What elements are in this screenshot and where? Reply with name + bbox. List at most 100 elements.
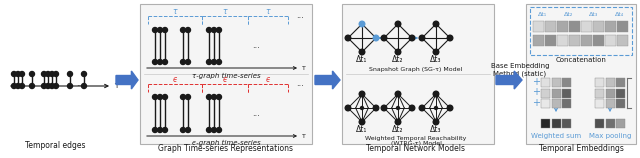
Bar — [545, 35, 556, 46]
Text: Temporal Network Models: Temporal Network Models — [367, 144, 465, 153]
Circle shape — [67, 72, 72, 76]
Bar — [605, 21, 616, 32]
Circle shape — [216, 128, 221, 133]
Bar — [616, 99, 625, 108]
Circle shape — [152, 27, 157, 33]
Bar — [581, 21, 592, 32]
Circle shape — [45, 72, 51, 76]
Text: Snapshot Graph (SG-τ) Model: Snapshot Graph (SG-τ) Model — [369, 67, 463, 73]
Circle shape — [19, 72, 24, 76]
Circle shape — [49, 83, 54, 88]
Bar — [617, 21, 628, 32]
Bar — [581, 35, 592, 46]
Text: Temporal edges: Temporal edges — [25, 141, 85, 150]
Circle shape — [396, 119, 401, 125]
Circle shape — [433, 119, 439, 125]
Bar — [552, 99, 561, 108]
Text: Δt₃: Δt₃ — [430, 125, 442, 134]
Text: Δt₂: Δt₂ — [392, 55, 404, 64]
Circle shape — [15, 72, 20, 76]
Circle shape — [433, 91, 439, 97]
Circle shape — [186, 128, 191, 133]
Text: Δt₁: Δt₁ — [538, 12, 547, 16]
Bar — [533, 21, 544, 32]
Bar — [342, 4, 494, 144]
Circle shape — [54, 72, 58, 76]
Bar — [552, 88, 561, 97]
Circle shape — [186, 27, 191, 33]
Bar — [595, 99, 604, 108]
Bar — [616, 78, 625, 87]
Text: ...: ... — [76, 79, 84, 88]
Bar — [605, 78, 614, 87]
Bar — [552, 118, 561, 128]
Circle shape — [207, 60, 211, 64]
Bar — [605, 35, 616, 46]
Circle shape — [81, 83, 86, 88]
Bar — [541, 78, 550, 87]
Text: Graph Time-series Representations: Graph Time-series Representations — [159, 144, 294, 153]
Bar — [557, 21, 568, 32]
Circle shape — [163, 60, 168, 64]
Circle shape — [359, 91, 365, 97]
Circle shape — [19, 83, 24, 88]
Text: ϵ: ϵ — [223, 75, 227, 83]
Circle shape — [15, 83, 20, 88]
Text: τ-graph time-series: τ-graph time-series — [192, 73, 260, 79]
Bar — [569, 35, 580, 46]
Text: ϵ: ϵ — [173, 75, 177, 83]
Text: Weighted sum: Weighted sum — [531, 133, 581, 139]
Circle shape — [359, 49, 365, 55]
Circle shape — [447, 35, 453, 41]
Circle shape — [42, 83, 47, 88]
Bar — [605, 118, 614, 128]
Text: Temporal Embeddings: Temporal Embeddings — [539, 144, 623, 153]
Circle shape — [373, 35, 379, 41]
Circle shape — [207, 27, 211, 33]
Text: +: + — [532, 87, 540, 97]
Text: ...: ... — [252, 42, 260, 51]
Bar — [595, 118, 604, 128]
Polygon shape — [315, 71, 340, 89]
Text: T: T — [302, 134, 306, 139]
Bar — [552, 78, 561, 87]
Circle shape — [207, 94, 211, 100]
Text: T: T — [302, 66, 306, 70]
Bar — [562, 78, 571, 87]
Circle shape — [180, 94, 186, 100]
Bar — [616, 118, 625, 128]
Bar — [562, 88, 571, 97]
Circle shape — [435, 106, 438, 109]
Circle shape — [12, 72, 17, 76]
Text: τ: τ — [173, 6, 177, 15]
Circle shape — [163, 94, 168, 100]
Circle shape — [81, 72, 86, 76]
Circle shape — [396, 21, 401, 27]
Bar — [617, 35, 628, 46]
Bar — [541, 99, 550, 108]
Circle shape — [207, 128, 211, 133]
Circle shape — [216, 94, 221, 100]
Text: Δt₂: Δt₂ — [564, 12, 573, 16]
Circle shape — [180, 60, 186, 64]
Circle shape — [396, 91, 401, 97]
Bar — [562, 118, 571, 128]
Text: ...: ... — [252, 109, 260, 118]
Text: Concatenation: Concatenation — [556, 57, 607, 63]
Circle shape — [152, 60, 157, 64]
Text: Weighted Temporal Reachability
(WTRG-τ) Model: Weighted Temporal Reachability (WTRG-τ) … — [365, 136, 467, 146]
Circle shape — [54, 83, 58, 88]
Bar — [593, 21, 604, 32]
Circle shape — [433, 49, 439, 55]
Circle shape — [216, 27, 221, 33]
Circle shape — [29, 72, 35, 76]
Circle shape — [186, 60, 191, 64]
Circle shape — [157, 27, 163, 33]
Bar — [605, 99, 614, 108]
Circle shape — [211, 94, 216, 100]
Text: τ: τ — [223, 6, 227, 15]
Circle shape — [359, 21, 365, 27]
Circle shape — [152, 128, 157, 133]
Circle shape — [359, 119, 365, 125]
Circle shape — [419, 35, 425, 41]
